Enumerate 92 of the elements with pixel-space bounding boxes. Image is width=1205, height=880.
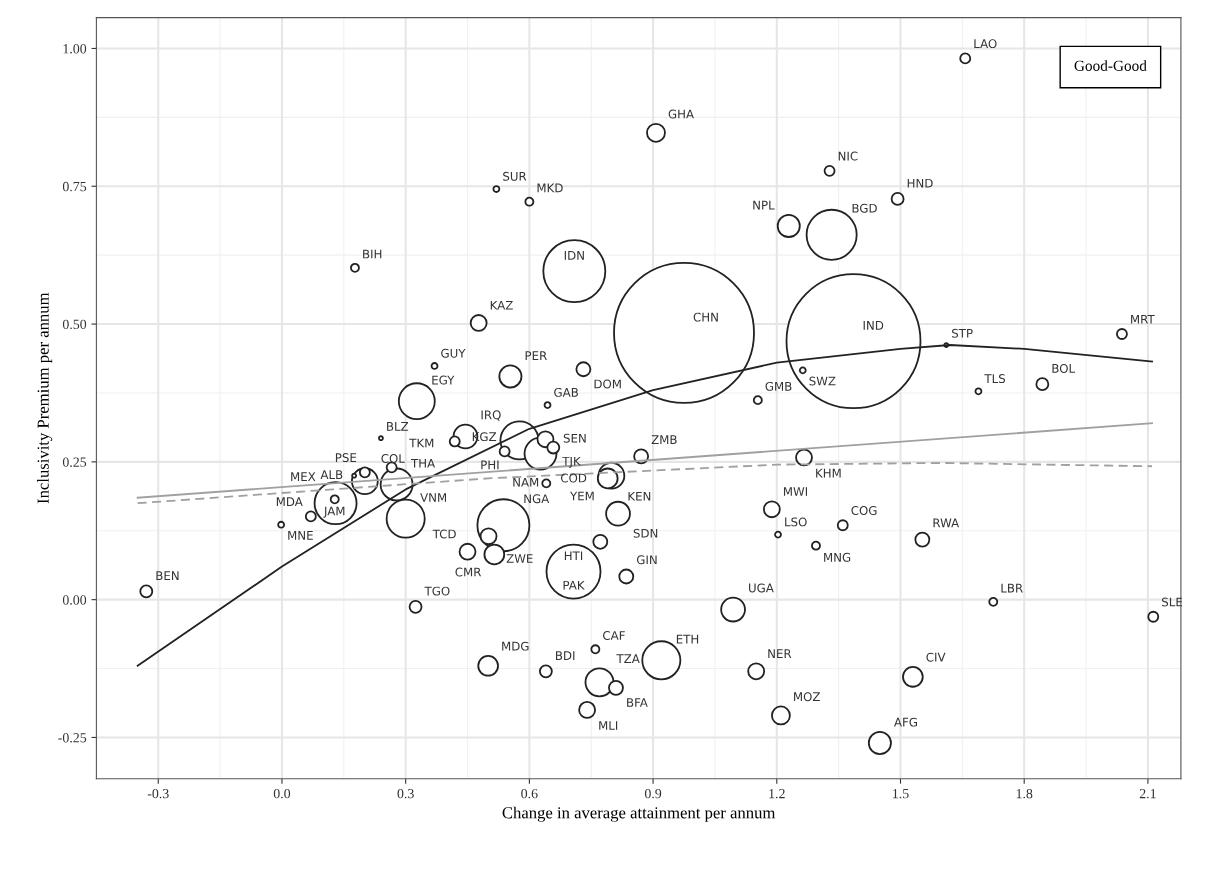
annotation: TGO <box>424 586 450 596</box>
annotation: SLE <box>1162 597 1183 607</box>
annotation: NAM <box>513 478 539 487</box>
annotation: DOM <box>594 379 621 389</box>
annotation: Good-Good <box>1074 60 1147 71</box>
annotation: BEN <box>156 571 179 580</box>
y-axis-title: Inclusivity Premium per annum <box>37 292 53 504</box>
annotation: VNM <box>420 493 447 502</box>
annotation: BGD <box>852 203 877 213</box>
x-tick-label: 0.0 <box>273 788 291 799</box>
annotation: GMB <box>765 381 792 391</box>
annotation: LSO <box>785 517 807 527</box>
annotation: JAM <box>323 506 345 518</box>
annotation: MWI <box>783 487 807 496</box>
annotation: MEX <box>291 472 316 481</box>
annotation: MOZ <box>794 692 820 702</box>
annotation: GAB <box>554 387 578 397</box>
annotation: MKD <box>537 183 563 193</box>
annotation: KEN <box>628 491 651 501</box>
annotation: PER <box>525 351 547 360</box>
x-tick-label: -0.3 <box>147 788 169 799</box>
annotation: ZWE <box>506 554 533 563</box>
annotation: TJK <box>562 456 581 468</box>
annotation: SDN <box>633 528 658 538</box>
annotation: COL <box>381 454 405 463</box>
x-tick-label: 1.2 <box>769 788 785 799</box>
annotation: PHI <box>481 460 499 470</box>
annotation: IDN <box>564 251 584 260</box>
annotation: HND <box>907 178 933 188</box>
annotation: GHA <box>668 109 694 119</box>
annotation: BLZ <box>387 422 409 431</box>
annotation: SUR <box>503 171 527 181</box>
y-tick-label: -0.25 <box>58 733 87 743</box>
x-tick-label: 0.6 <box>521 788 538 799</box>
annotation: MNE <box>288 531 313 540</box>
annotation: GIN <box>636 555 657 565</box>
annotation: RWA <box>933 518 960 528</box>
annotation: IND <box>863 321 884 330</box>
annotation: TLS <box>984 374 1006 384</box>
annotation: UGA <box>749 583 774 593</box>
annotation: TKM <box>409 438 434 448</box>
annotation: MNG <box>824 552 851 562</box>
x-tick-label: 2.1 <box>1139 788 1156 799</box>
annotation: BDI <box>556 651 575 660</box>
y-tick-label: 0.00 <box>62 595 87 605</box>
x-axis-title: Change in average attainment per annum <box>502 806 776 822</box>
annotation: MRT <box>1131 314 1155 324</box>
annotation: IRQ <box>481 410 501 421</box>
annotation: KAZ <box>490 300 513 310</box>
annotation: AFG <box>894 717 917 727</box>
y-tick-label: 0.25 <box>62 457 87 467</box>
annotation: NPL <box>753 200 775 210</box>
annotation: BFA <box>627 698 648 707</box>
annotation: BOL <box>1052 363 1076 373</box>
annotation: ZMB <box>651 435 677 444</box>
annotation: SEN <box>563 433 586 443</box>
annotation: BIH <box>363 249 382 259</box>
annotation: MLI <box>599 721 618 730</box>
annotation: CMR <box>455 567 482 577</box>
annotation: HTI <box>564 551 583 561</box>
annotation: KHM <box>816 468 841 478</box>
annotation: CIV <box>926 652 946 662</box>
annotation: NER <box>768 649 792 658</box>
y-tick-label: 1.00 <box>63 44 87 54</box>
annotation: COG <box>851 506 877 515</box>
annotation: TCD <box>432 529 456 539</box>
annotation: PAK <box>563 580 585 590</box>
annotation: STP <box>952 328 973 338</box>
annotation: LBR <box>1001 583 1023 593</box>
x-tick-label: 1.8 <box>1016 788 1033 799</box>
annotation: TZA <box>616 654 640 663</box>
annotation: MDA <box>276 497 303 506</box>
annotation: ALB <box>320 470 343 479</box>
x-tick-label: 0.3 <box>397 788 414 799</box>
annotation: CAF <box>603 631 625 640</box>
annotation: GUY <box>441 348 466 358</box>
annotation: MDG <box>502 641 529 651</box>
annotation: LAO <box>974 39 997 49</box>
y-tick-label: 0.50 <box>62 319 87 330</box>
y-tick-label: 0.75 <box>62 181 87 192</box>
annotation: COD <box>560 473 587 483</box>
annotation: EGY <box>432 375 455 385</box>
annotation: NGA <box>524 494 550 504</box>
annotation: PSE <box>335 453 357 463</box>
x-tick-label: 1.5 <box>893 788 909 799</box>
annotation: ETH <box>676 634 699 644</box>
annotation: YEM <box>569 491 594 501</box>
annotation: SWZ <box>809 376 836 386</box>
annotation: THA <box>410 459 436 468</box>
x-tick-label: 0.9 <box>644 788 662 799</box>
annotation: CHN <box>693 312 718 322</box>
annotation: NIC <box>838 151 858 161</box>
